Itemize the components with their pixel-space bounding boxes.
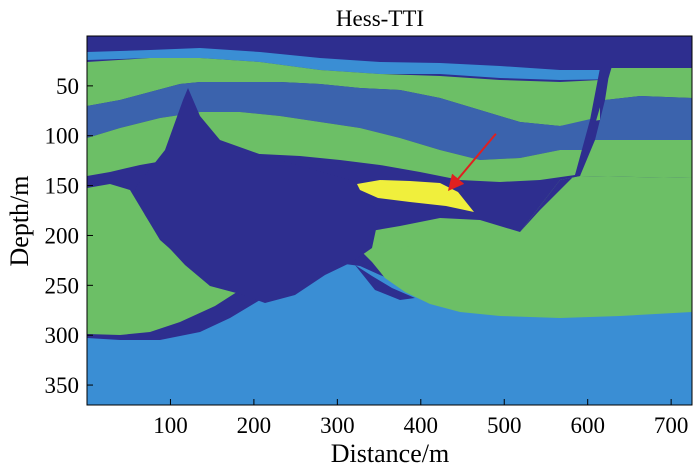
x-axis-label: Distance/m xyxy=(331,439,449,468)
thin-green-tongue xyxy=(360,222,412,250)
salt-inner-wedge xyxy=(355,265,415,300)
x-tick-label: 300 xyxy=(320,413,355,438)
annotation-arrow xyxy=(447,133,497,192)
y-tick-label: 200 xyxy=(45,223,80,248)
y-tick-label: 150 xyxy=(45,174,80,199)
chart-title: Hess-TTI xyxy=(336,6,424,31)
y-tick-label: 50 xyxy=(56,74,79,99)
y-axis-ticks: 50 100 150 200 250 300 350 xyxy=(45,74,93,398)
x-tick-label: 100 xyxy=(153,413,188,438)
green-layer-one xyxy=(87,58,600,126)
top-blue-layer xyxy=(87,48,692,80)
salt-body xyxy=(135,88,378,303)
lower-green-wedge xyxy=(87,184,240,335)
medium-blue-right-block xyxy=(595,96,692,140)
green-right-middle xyxy=(580,140,692,178)
green-layer-right-top xyxy=(605,68,692,100)
y-tick-label: 300 xyxy=(45,323,80,348)
y-axis-label: Depth/m xyxy=(5,176,34,267)
x-axis-ticks: 100 200 300 400 500 600 700 xyxy=(153,399,688,438)
y-tick-label: 100 xyxy=(45,124,80,149)
x-tick-label: 200 xyxy=(237,413,272,438)
x-tick-label: 700 xyxy=(654,413,689,438)
y-tick-label: 350 xyxy=(45,373,80,398)
yellow-anomaly xyxy=(357,180,474,212)
medium-blue-layer xyxy=(87,82,595,160)
x-tick-label: 400 xyxy=(404,413,439,438)
velocity-model-plot xyxy=(87,36,692,405)
plot-frame xyxy=(86,35,693,406)
x-tick-label: 600 xyxy=(570,413,605,438)
x-tick-label: 500 xyxy=(487,413,522,438)
lower-green-right xyxy=(360,176,692,318)
fault-wedge xyxy=(520,66,612,232)
green-layer-two xyxy=(87,112,585,182)
y-tick-label: 250 xyxy=(45,273,80,298)
